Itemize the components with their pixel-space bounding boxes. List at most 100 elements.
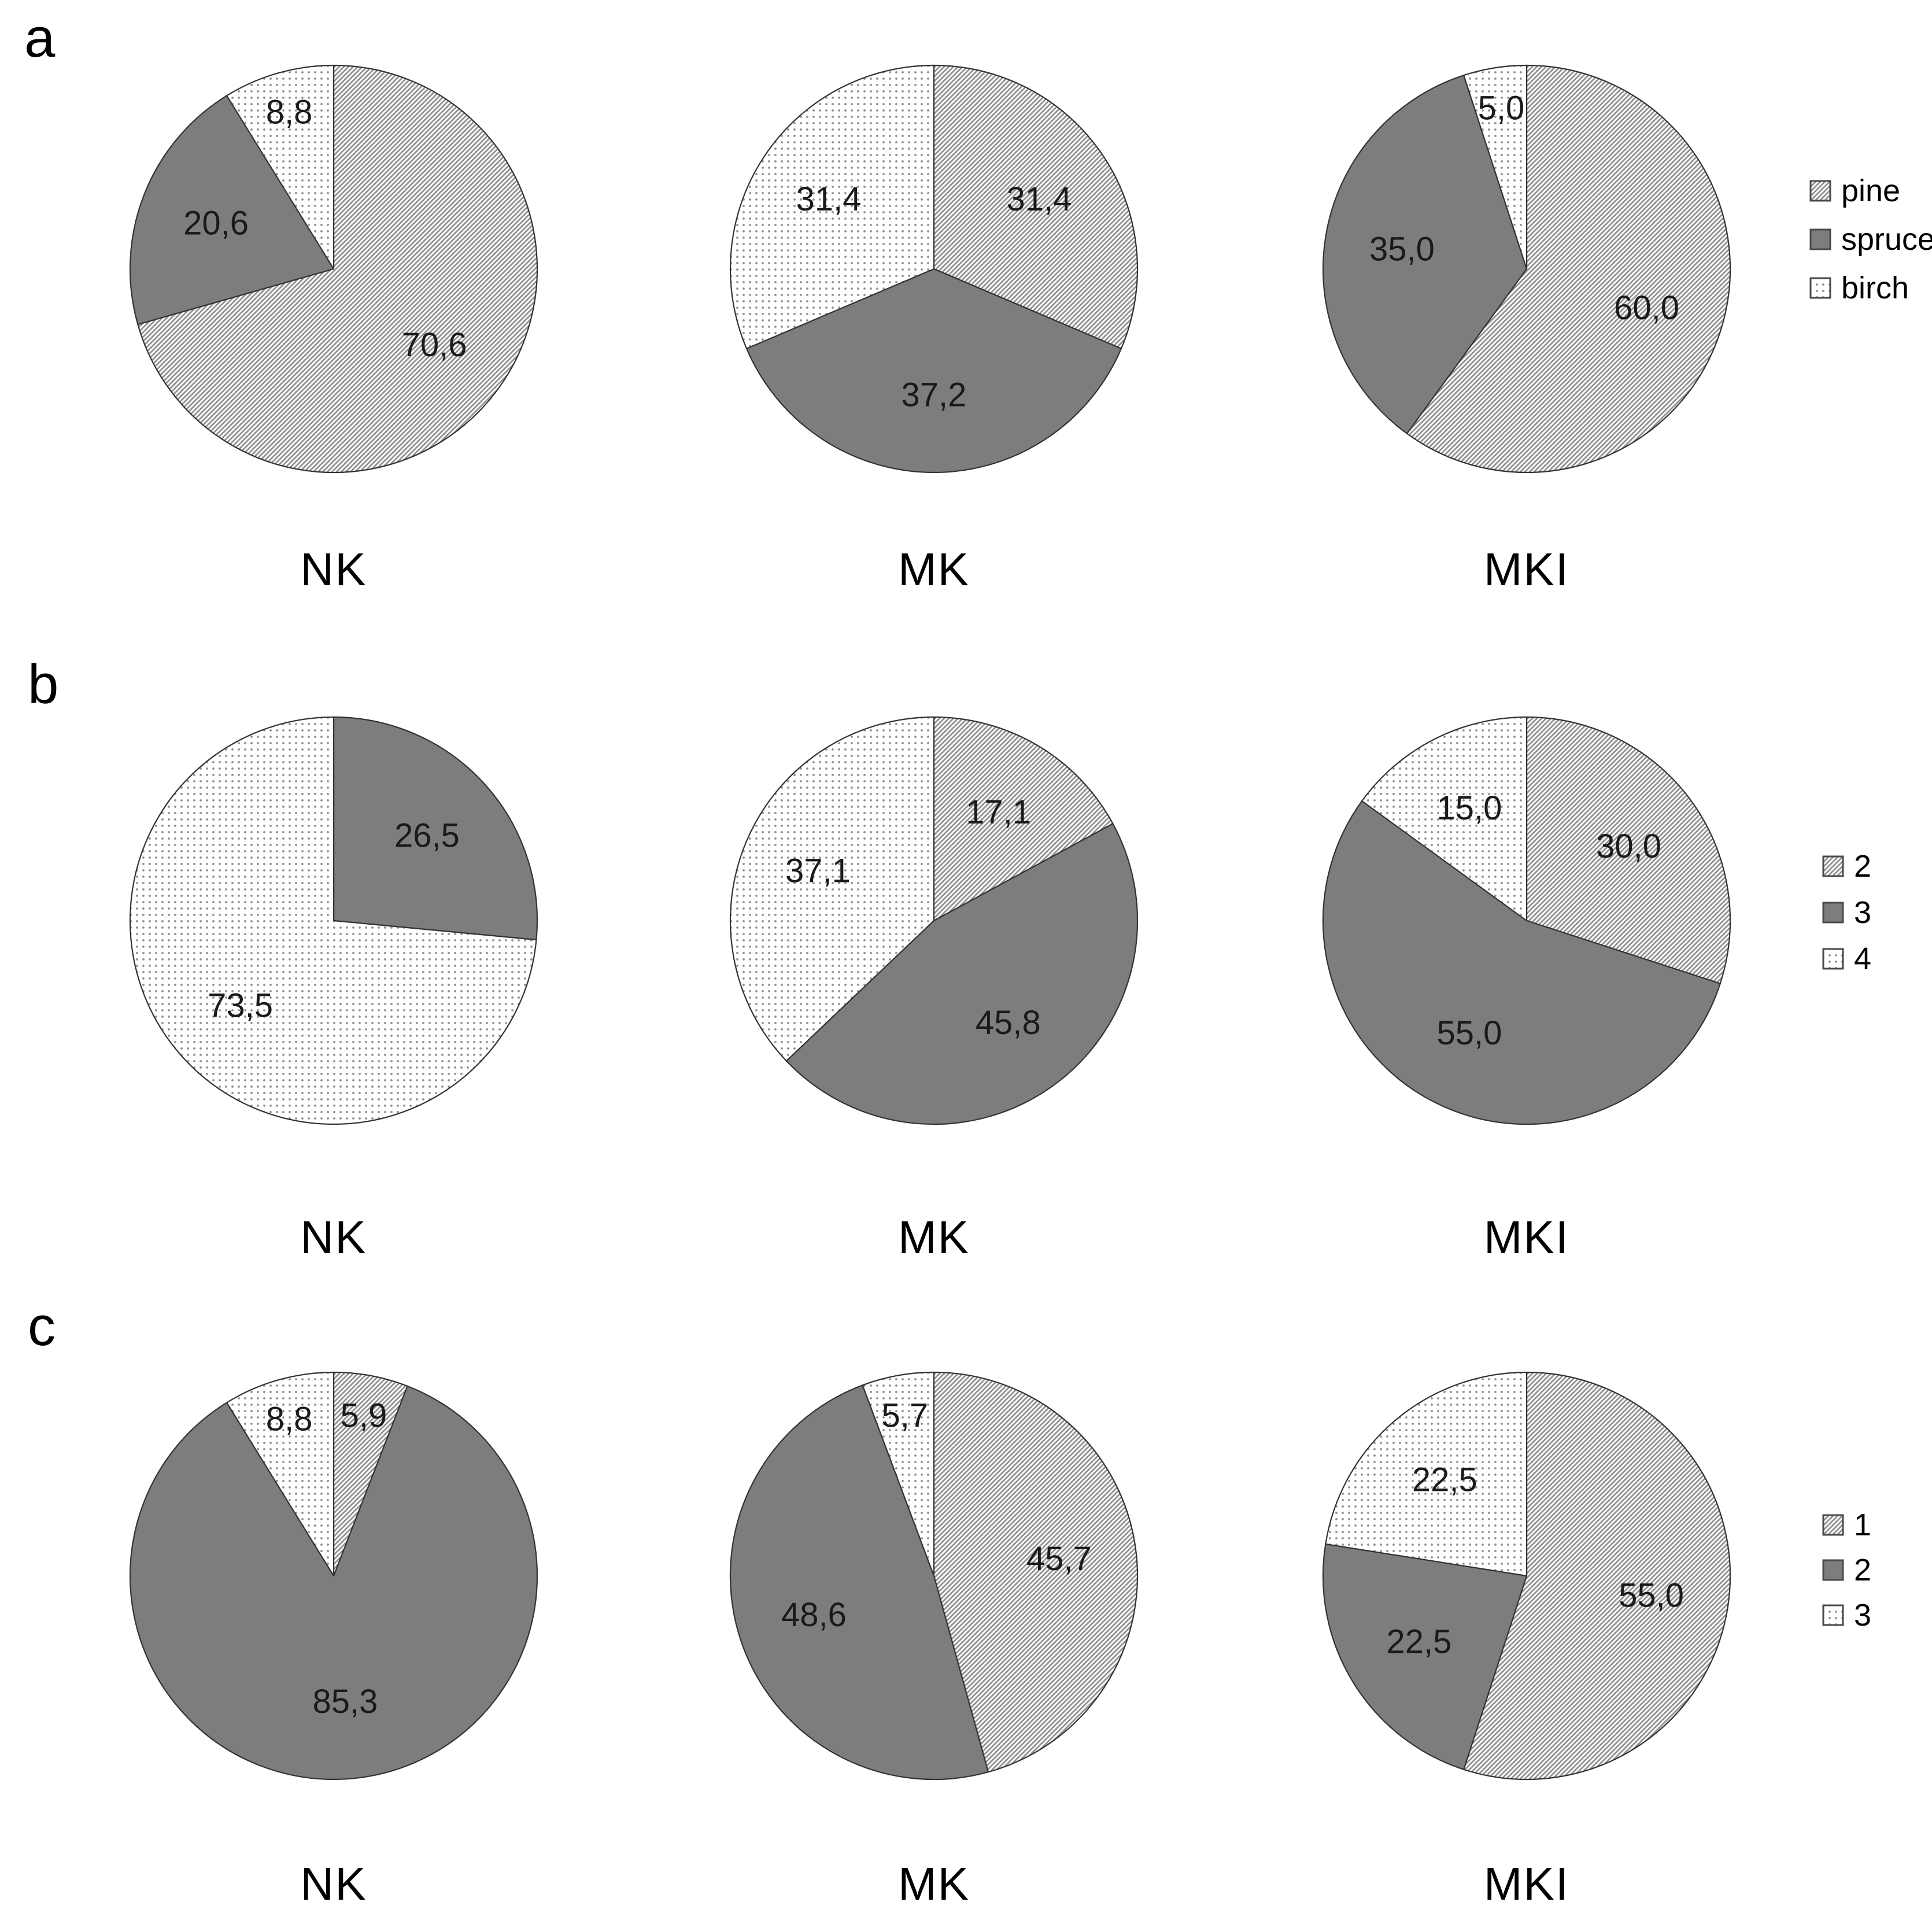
legend-swatch-icon	[1822, 902, 1844, 924]
pie-chart-a-mki: 60,0 35,0 5,0	[1322, 64, 1731, 474]
pie-chart-b-mki: 30,0 55,0 15,0	[1322, 716, 1731, 1125]
slice-label: 31,4	[796, 180, 862, 218]
legend-item-label: 3	[1854, 1598, 1872, 1633]
slice-label: 37,1	[785, 852, 851, 890]
pie-slice-4	[729, 716, 935, 1062]
group-label-mki: MKI	[1483, 1212, 1570, 1263]
slice-label: 55,0	[1619, 1577, 1684, 1615]
group-label-mk: MK	[898, 1858, 970, 1910]
slice-label: 5,7	[881, 1397, 928, 1434]
panel-label-a: a	[24, 7, 56, 69]
slice-label: 60,0	[1614, 289, 1679, 327]
legend-item-label: 4	[1854, 941, 1872, 976]
pie-slice-2	[129, 1385, 538, 1781]
pie-slice-spruce	[745, 268, 1122, 474]
slice-label: 35,0	[1369, 230, 1435, 268]
pie-slice-spruce	[129, 95, 335, 326]
pie-slice-3	[785, 823, 1139, 1125]
group-label-mk: MK	[898, 1212, 970, 1263]
legend-item-label: 2	[1854, 1553, 1872, 1587]
legend-item: pine	[1809, 167, 1932, 215]
pie-slice-4	[1361, 716, 1528, 922]
slice-label: 8,8	[266, 94, 313, 131]
group-label-mk: MK	[898, 544, 970, 595]
pie-slice-spruce	[1322, 75, 1528, 434]
legend-item: 3	[1822, 1593, 1871, 1638]
legend-item: birch	[1809, 264, 1932, 312]
legend-item-label: 3	[1854, 895, 1872, 930]
pie-slice-2	[933, 716, 1114, 922]
slice-label: 8,8	[266, 1401, 313, 1438]
legend-item: 2	[1822, 1548, 1871, 1593]
pie-slice-3	[226, 1371, 335, 1577]
slice-label: 30,0	[1596, 828, 1661, 865]
pie-slice-1	[1463, 1371, 1731, 1781]
legend-item-label: 1	[1854, 1508, 1872, 1542]
pie-slice-2	[1322, 1543, 1528, 1770]
legend-item-label: birch	[1841, 271, 1909, 305]
pie-slice-pine	[1406, 64, 1731, 474]
group-label-mki: MKI	[1483, 1858, 1570, 1910]
slice-label: 22,5	[1386, 1623, 1451, 1661]
slice-label: 37,2	[902, 376, 967, 414]
panel-label-c: c	[28, 1295, 56, 1357]
legend-swatch-icon	[1809, 277, 1831, 299]
group-label-nk: NK	[300, 1212, 367, 1263]
pie-slice-1	[933, 1371, 1139, 1773]
group-label-nk: NK	[300, 544, 367, 595]
legend-item: 3	[1822, 889, 1871, 936]
slice-label: 55,0	[1436, 1014, 1502, 1052]
slice-label: 22,5	[1412, 1461, 1477, 1499]
pie-chart-c-nk: 5,9 85,3 8,8	[129, 1371, 538, 1781]
legend-swatch-icon	[1822, 1604, 1844, 1626]
panel-label-b: b	[28, 653, 59, 715]
legend-a: pine spruce birch	[1809, 167, 1932, 312]
legend-swatch-icon	[1809, 180, 1831, 202]
legend-b: 2 3 4	[1822, 843, 1871, 982]
pie-slice-birch	[1463, 64, 1528, 270]
slice-label: 45,7	[1026, 1540, 1092, 1578]
group-label-nk: NK	[300, 1858, 367, 1910]
legend-c: 1 2 3	[1822, 1502, 1871, 1638]
legend-swatch-icon	[1822, 855, 1844, 877]
pie-chart-c-mki: 55,0 22,5 22,5	[1322, 1371, 1731, 1781]
pie-slice-3	[1322, 800, 1721, 1125]
slice-label: 5,0	[1478, 89, 1525, 127]
group-label-mki: MKI	[1483, 544, 1570, 595]
slice-label: 20,6	[183, 204, 249, 242]
pie-slice-3	[862, 1371, 935, 1577]
legend-item-label: pine	[1841, 173, 1901, 208]
legend-item: spruce	[1809, 215, 1932, 264]
legend-swatch-icon	[1822, 1514, 1844, 1536]
slice-label: 26,5	[394, 817, 460, 855]
slice-label: 15,0	[1436, 789, 1502, 827]
pie-slice-4	[129, 716, 537, 1125]
pie-chart-b-mk: 17,1 45,8 37,1	[729, 716, 1139, 1125]
legend-item-label: 2	[1854, 849, 1872, 884]
legend-item: 1	[1822, 1502, 1871, 1548]
pie-slice-1	[333, 1371, 408, 1577]
pie-slice-3	[1325, 1371, 1528, 1577]
pie-slice-birch	[226, 64, 335, 270]
pie-slice-2	[1525, 716, 1731, 984]
slice-label: 45,8	[976, 1004, 1041, 1042]
slice-label: 5,9	[341, 1397, 387, 1435]
pie-chart-c-mk: 45,7 48,6 5,7	[729, 1371, 1139, 1781]
pie-chart-b-nk: 26,5 73,5	[129, 716, 538, 1125]
slice-label: 70,6	[402, 326, 467, 364]
legend-swatch-icon	[1822, 1559, 1844, 1581]
slice-label: 17,1	[966, 793, 1031, 831]
pie-slice-pine	[137, 64, 538, 474]
legend-swatch-icon	[1809, 228, 1831, 250]
slice-label: 31,4	[1007, 180, 1072, 218]
legend-item-label: spruce	[1841, 222, 1932, 257]
legend-item: 2	[1822, 843, 1871, 889]
pie-slice-pine	[933, 64, 1139, 349]
slice-label: 48,6	[781, 1596, 847, 1634]
pie-chart-a-nk: 70,6 20,6 8,8	[129, 64, 538, 474]
pie-slice-birch	[729, 64, 935, 349]
slice-label: 85,3	[312, 1683, 378, 1720]
pie-chart-a-mk: 31,4 37,2 31,4	[729, 64, 1139, 474]
legend-swatch-icon	[1822, 948, 1844, 970]
